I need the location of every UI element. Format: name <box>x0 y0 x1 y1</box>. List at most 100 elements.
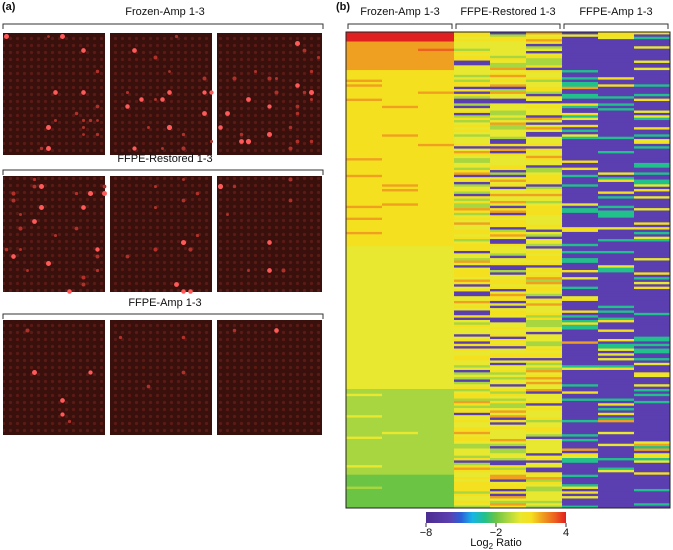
heatmap-cell <box>418 498 455 502</box>
heatmap-cell <box>598 93 635 97</box>
heatmap-cell <box>634 229 671 233</box>
heatmap-cell <box>346 136 383 140</box>
heatmap-cell <box>418 405 455 409</box>
heatmap-cell <box>490 115 527 119</box>
group-label: FFPE-Restored 1-3 <box>117 153 212 165</box>
heatmap-cell <box>346 443 383 447</box>
heatmap-cell <box>382 500 419 504</box>
heatmap-cell <box>346 77 383 81</box>
heatmap-cell <box>454 177 491 181</box>
heatmap-cell <box>634 189 671 192</box>
heatmap-cell <box>454 205 491 209</box>
heatmap-cell <box>346 284 383 288</box>
heatmap-cell <box>346 396 383 400</box>
heatmap-cell <box>346 377 383 380</box>
heatmap-cell <box>454 72 491 76</box>
heatmap-cell <box>634 134 671 138</box>
heatmap-cell <box>634 51 671 54</box>
heatmap-cell <box>382 93 419 97</box>
heatmap-cell <box>526 139 563 142</box>
heatmap-cell <box>526 453 563 457</box>
heatmap-cell <box>634 281 671 285</box>
heatmap-cell <box>598 60 635 64</box>
heatmap-cell <box>382 51 419 54</box>
heatmap-cell <box>598 427 635 430</box>
heatmap-cell <box>418 350 455 354</box>
heatmap-cell <box>346 484 383 488</box>
heatmap-cell <box>418 279 455 283</box>
heatmap-cell <box>454 239 491 242</box>
heatmap-cell <box>634 184 671 188</box>
heatmap-cell <box>382 412 419 416</box>
heatmap-cell <box>526 310 563 314</box>
heatmap-cell <box>382 300 419 304</box>
heatmap-cell <box>526 177 563 181</box>
heatmap-cell <box>382 103 419 107</box>
heatmap-cell <box>490 205 527 209</box>
heatmap-cell <box>490 236 527 240</box>
heatmap-cell <box>382 243 419 247</box>
array-spot <box>74 226 79 231</box>
heatmap-cell <box>562 93 599 97</box>
heatmap-cell <box>598 267 635 271</box>
heatmap-cell <box>562 329 599 333</box>
heatmap-cell <box>418 170 455 173</box>
heatmap-cell <box>562 250 599 254</box>
heatmap-cell <box>454 312 491 316</box>
heatmap-cell <box>418 450 455 454</box>
heatmap-cell <box>526 472 563 476</box>
heatmap-cell <box>346 322 383 326</box>
heatmap-cell <box>526 96 563 100</box>
heatmap-cell <box>526 153 563 157</box>
heatmap-cell <box>382 498 419 502</box>
heatmap-cell <box>454 146 491 150</box>
heatmap-cell <box>526 131 563 135</box>
heatmap-cell <box>490 319 527 323</box>
heatmap-cell <box>634 53 671 57</box>
array-spot <box>67 289 72 294</box>
heatmap-cell <box>598 46 635 50</box>
heatmap-cell <box>454 101 491 104</box>
heatmap-cell <box>562 324 599 328</box>
heatmap-cell <box>490 479 527 483</box>
heatmap-cell <box>526 267 563 271</box>
heatmap-cell <box>526 422 563 426</box>
heatmap-cell <box>346 65 383 69</box>
heatmap-cell <box>382 424 419 428</box>
heatmap-cell <box>634 291 671 295</box>
heatmap-cell <box>562 146 599 150</box>
heatmap-cell <box>346 358 383 361</box>
heatmap-cell <box>598 51 635 54</box>
heatmap-cell <box>346 179 383 183</box>
heatmap-cell <box>418 220 455 223</box>
heatmap-cell <box>634 448 671 452</box>
heatmap-cell <box>634 372 671 376</box>
array-spot <box>302 48 307 53</box>
heatmap-cell <box>634 241 671 245</box>
heatmap-cell <box>490 248 527 252</box>
heatmap-cell <box>526 193 563 197</box>
heatmap-cell <box>454 129 491 133</box>
heatmap-cell <box>454 498 491 502</box>
array-image <box>110 176 212 292</box>
heatmap-cell <box>526 253 563 257</box>
heatmap-cell <box>346 334 383 338</box>
heatmap-cell <box>490 196 527 200</box>
heatmap-cell <box>454 60 491 64</box>
heatmap-cell <box>526 315 563 319</box>
heatmap-cell <box>454 229 491 233</box>
array-spot <box>88 118 93 123</box>
heatmap-cell <box>598 217 635 221</box>
heatmap-cell <box>418 341 455 345</box>
heatmap-cell <box>598 265 635 269</box>
heatmap-cell <box>418 212 455 216</box>
heatmap-cell <box>346 386 383 390</box>
heatmap-cell <box>418 72 455 76</box>
heatmap-cell <box>598 486 635 490</box>
heatmap-cell <box>418 462 455 466</box>
heatmap-cell <box>382 496 419 499</box>
heatmap-cell <box>454 291 491 295</box>
heatmap-cell <box>634 224 671 228</box>
heatmap-cell <box>418 467 455 471</box>
heatmap-cell <box>562 162 599 166</box>
